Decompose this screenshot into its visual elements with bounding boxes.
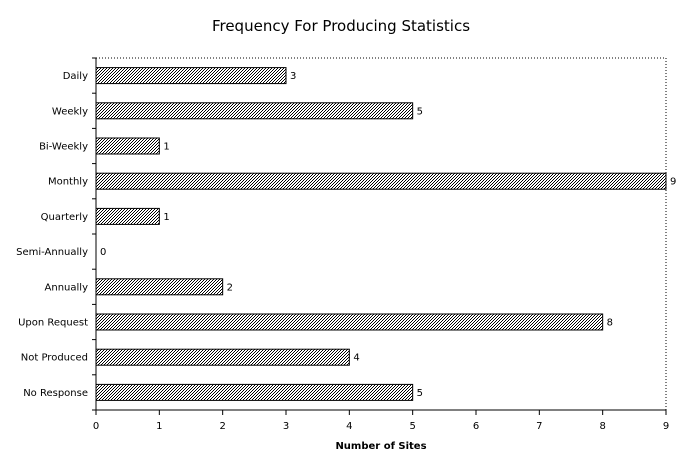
data-label: 3: [290, 71, 296, 82]
data-label: 1: [163, 212, 169, 223]
y-tick-label: Bi-Weekly: [39, 142, 88, 153]
x-tick-label: 2: [219, 421, 225, 432]
data-label: 1: [163, 142, 169, 153]
bar: [95, 348, 350, 366]
y-tick-label: Not Produced: [21, 353, 88, 364]
data-label: 0: [100, 247, 106, 258]
y-tick-label: Monthly: [48, 177, 88, 188]
bar: [95, 278, 224, 296]
x-tick-label: 1: [156, 421, 162, 432]
x-tick-label: 4: [346, 421, 352, 432]
data-label: 8: [607, 318, 613, 329]
data-label: 9: [670, 177, 676, 188]
bars-layer: 3 5 1 9 1 0 2 8 4 5: [95, 67, 676, 401]
y-tick-label: No Response: [23, 388, 88, 399]
chart-title: Frequency For Producing Statistics: [212, 17, 470, 35]
y-tick-label: Daily: [63, 71, 88, 82]
x-tick-label: 8: [599, 421, 605, 432]
bar: [95, 383, 414, 401]
x-tick-label: 9: [663, 421, 669, 432]
bar: [95, 137, 160, 155]
data-label: 4: [353, 353, 359, 364]
ticks-layer: Daily Weekly Bi-Weekly Monthly Quarterly Semi…: [16, 57, 669, 432]
y-tick-label: Semi-Annually: [16, 247, 88, 258]
bar: [95, 67, 287, 85]
x-tick-label: 6: [473, 421, 479, 432]
x-axis-label: Number of Sites: [335, 441, 426, 452]
data-label: 5: [417, 106, 423, 117]
y-tick-label: Annually: [45, 282, 89, 293]
y-tick-label: Weekly: [52, 106, 88, 117]
bar: [95, 172, 667, 190]
y-tick-label: Quarterly: [41, 212, 88, 223]
data-label: 5: [417, 388, 423, 399]
x-tick-label: 3: [283, 421, 289, 432]
bar: [95, 313, 604, 331]
y-tick-label: Upon Request: [18, 318, 88, 329]
data-label: 2: [227, 282, 233, 293]
bar: [95, 207, 160, 225]
x-tick-label: 0: [93, 421, 99, 432]
bar: [95, 102, 414, 120]
x-tick-label: 5: [409, 421, 415, 432]
x-tick-label: 7: [536, 421, 542, 432]
